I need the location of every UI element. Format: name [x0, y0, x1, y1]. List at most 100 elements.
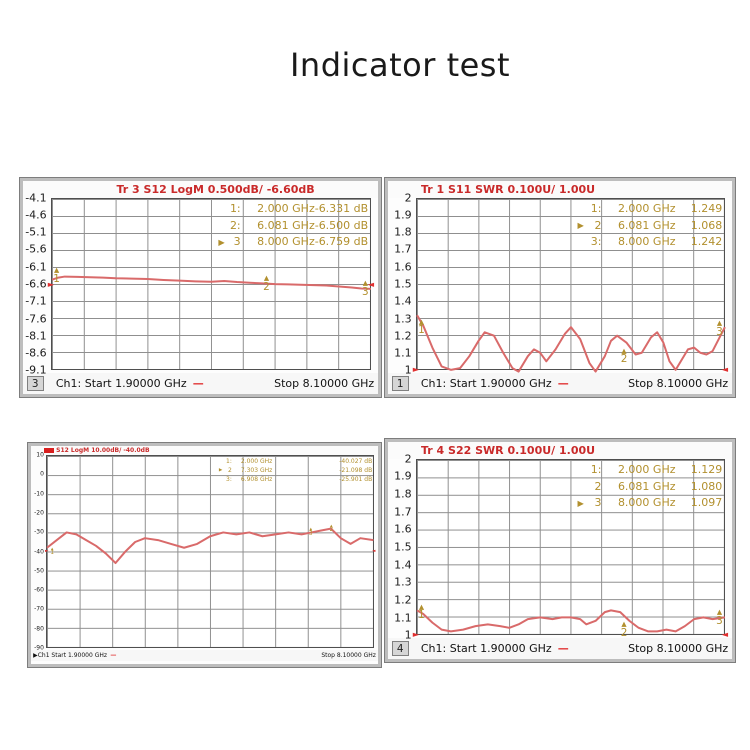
y-axis: 10 0 -10 -20 -30 -40 -50 -60 -70 -80 -90	[31, 452, 46, 652]
plot-area-s22: 1: 2.000 GHz 1.129 2 6.081 GHz 1.080 ▶ 3 8.000 G…	[412, 458, 729, 640]
panel-s12-logm-detail: Tr 3 S12 LogM 0.500dB/ -6.60dB -4.1 -4.6-…	[19, 177, 382, 398]
reference-level-arrow-icon: ◄	[371, 548, 376, 554]
status-bar: ▶Ch1 Start 1.90000 GHz — Stop 8.10000 GH…	[31, 649, 378, 661]
y-tick-label: 1.4	[394, 294, 412, 308]
y-tick-label: -6.1	[25, 260, 47, 274]
y-tick-label: 1	[404, 363, 412, 377]
channel-badge: 4	[391, 640, 409, 657]
y-tick-label: -4.6	[25, 208, 47, 222]
trace-svg	[52, 199, 371, 370]
marker-table-row: 3: 6.908 GHz -25.901 dB	[226, 476, 373, 484]
y-tick-label: 1.2	[394, 593, 412, 607]
sweep-indicator-icon: —	[557, 377, 569, 391]
stop-freq-label: Stop 8.10000 GHz	[321, 651, 376, 659]
y-tick-label: -5.1	[25, 225, 47, 239]
y-tick-label: 0	[40, 470, 44, 478]
panel-s12-logm-wide: S12 LogM 10.00dB/ -40.0dB 10 0 -10 -20 -30 -4…	[27, 442, 382, 668]
plot-row: 2 1.9 1.8 1.7 1.6 1.5 1.4 1.3 1.2 1.1 1 1: 2.000 GH…	[388, 452, 732, 642]
stop-freq-label: Stop 8.10000 GHz	[628, 642, 729, 656]
y-tick-label: -5.6	[25, 242, 47, 256]
y-tick-label: 1	[404, 628, 412, 642]
y-tick-label: -70	[34, 605, 44, 613]
y-tick-label: 1.1	[394, 346, 412, 360]
y-tick-label: -20	[34, 509, 44, 517]
y-tick-label: -8.6	[25, 346, 47, 360]
marker-table-row: 1: 2.000 GHz -40.027 dB	[226, 457, 373, 465]
start-freq-label: Ch1: Start 1.90000 GHz	[420, 377, 552, 391]
y-tick-label: -7.1	[25, 294, 47, 308]
y-tick-label: 1.9	[394, 208, 412, 222]
y-axis: -4.1 -4.6 -5.1 -5.6 -6.1 -6.6 -7.1 -7.6 -8.1 -8.6…	[23, 191, 51, 377]
y-tick-label: 1.3	[394, 312, 412, 325]
y-tick-label: 1.1	[394, 611, 412, 625]
y-tick-label: -90	[34, 644, 44, 652]
y-tick-label: 1.5	[394, 277, 412, 291]
marker-table: 1: 2.000 GHz -40.027 dB ▶ 2 7.303 GHz -21.098 …	[219, 457, 372, 484]
plot-area-s11: 1: 2.000 GHz 1.249 ▶ 2 6.081 GHz 1.068 3: 8.000 …	[412, 197, 729, 375]
marker-table-row: ▶ 2 7.303 GHz -21.098 dB	[218, 467, 373, 475]
y-tick-label: -30	[34, 528, 44, 536]
plot-area-s12-wide: 1: 2.000 GHz -40.027 dB ▶ 2 7.303 GHz -21.098 …	[45, 455, 376, 649]
trace-header: S12 LogM 10.00dB/ -40.0dB	[31, 446, 378, 455]
channel-badge: 1	[391, 375, 409, 392]
reference-level-arrow-icon: ►	[412, 629, 420, 640]
y-tick-label: -60	[34, 586, 44, 594]
marker-table: 1: 2.000 GHz -6.331 dB 2: 6.081 GHz -6.500 dB…	[218, 200, 368, 250]
trace-header: Tr 3 S12 LogM 0.500dB/ -6.60dB	[23, 181, 378, 198]
page-title: Indicator test	[289, 46, 511, 84]
y-tick-label: -10	[34, 490, 44, 498]
trace-svg	[417, 460, 725, 635]
y-tick-label: -8.1	[25, 329, 47, 343]
reference-level-arrow-icon: ►	[47, 278, 55, 289]
trace-header: Tr 4 S22 SWR 0.100U/ 1.00U	[388, 442, 732, 459]
y-tick-label: -6.6	[25, 277, 47, 291]
y-tick-label: 1.8	[394, 225, 412, 239]
y-tick-label: -50	[34, 567, 44, 575]
marker-table-row: ▶ 2 6.081 GHz 1.068	[577, 218, 723, 232]
y-tick-label: -4.1	[25, 191, 47, 204]
reference-level-arrow-icon: ◄	[367, 278, 375, 289]
y-tick-label: 1.3	[394, 575, 412, 589]
panel-s22-swr: Tr 4 S22 SWR 0.100U/ 1.00U 2 1.9 1.8 1.7 1.6…	[384, 438, 736, 663]
y-tick-label: 1.7	[394, 505, 412, 519]
marker-table-row: 3: 8.000 GHz 1.242	[590, 235, 723, 249]
y-axis: 2 1.9 1.8 1.7 1.6 1.5 1.4 1.3 1.2 1.1 1	[388, 191, 416, 377]
y-tick-label: -7.6	[25, 312, 47, 325]
active-trace-box-icon	[44, 447, 54, 454]
plot-area-s12: 1: 2.000 GHz -6.331 dB 2: 6.081 GHz -6.500 dB…	[47, 197, 375, 371]
status-bar: 1 Ch1: Start 1.90000 GHz — Stop 8.10000 …	[388, 373, 732, 394]
plot-row: -4.1 -4.6 -5.1 -5.6 -6.1 -6.6 -7.1 -7.6 -8.1 -8.6…	[23, 191, 378, 377]
y-axis: 2 1.9 1.8 1.7 1.6 1.5 1.4 1.3 1.2 1.1 1	[388, 452, 416, 642]
stop-freq-label: Stop 8.10000 GHz	[628, 377, 729, 391]
panel-s11-swr: Tr 1 S11 SWR 0.100U/ 1.00U 2 1.9 1.8 1.7 1.6…	[384, 177, 736, 398]
stop-freq-label: Stop 8.10000 GHz	[274, 377, 375, 391]
y-tick-label: 1.9	[394, 469, 412, 483]
y-tick-label: 1.7	[394, 242, 412, 256]
start-freq-label: ▶Ch1 Start 1.90000 GHz	[33, 651, 108, 659]
trace-svg	[417, 199, 725, 370]
reference-level-arrow-icon: ◄	[721, 629, 729, 640]
status-bar: 4 Ch1: Start 1.90000 GHz — Stop 8.10000 …	[388, 638, 732, 659]
sweep-indicator-icon: —	[110, 651, 117, 659]
y-tick-label: 1.4	[394, 558, 412, 572]
channel-badge: 3	[26, 375, 44, 392]
marker-table-row: ▶ 3 8.000 GHz -6.759 dB	[218, 235, 369, 249]
reference-level-arrow-icon: ◄	[721, 364, 729, 375]
y-tick-label: 1.6	[394, 260, 412, 274]
start-freq-label: Ch1: Start 1.90000 GHz	[55, 377, 187, 391]
y-tick-label: -9.1	[25, 363, 47, 377]
marker-table: 1: 2.000 GHz 1.249 ▶ 2 6.081 GHz 1.068 3: 8.000 …	[578, 200, 723, 250]
sweep-indicator-icon: —	[557, 642, 569, 656]
marker-table-row: 1: 2.000 GHz 1.129	[590, 463, 723, 476]
marker-table-row: 1: 2.000 GHz 1.249	[590, 202, 723, 215]
marker-table-row: ▶ 3 8.000 GHz 1.097	[577, 496, 723, 510]
status-bar: 3 Ch1: Start 1.90000 GHz — Stop 8.10000 …	[23, 373, 378, 394]
marker-table-row: 2: 6.081 GHz -6.500 dB	[229, 218, 369, 232]
trace-svg	[47, 456, 373, 647]
reference-level-arrow-icon: ►	[412, 364, 420, 375]
trace-header-label: S12 LogM 10.00dB/ -40.0dB	[56, 447, 150, 454]
y-tick-label: 1.6	[394, 522, 412, 536]
y-tick-label: 1.8	[394, 487, 412, 501]
y-tick-label: 1.2	[394, 329, 412, 343]
marker-table: 1: 2.000 GHz 1.129 2 6.081 GHz 1.080 ▶ 3 8.000 G…	[578, 461, 723, 511]
